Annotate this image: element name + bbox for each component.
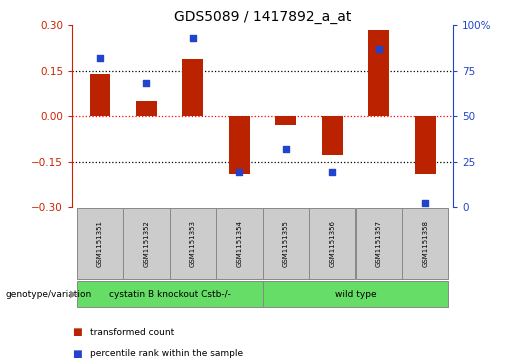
Text: cystatin B knockout Cstb-/-: cystatin B knockout Cstb-/- bbox=[109, 290, 231, 298]
Point bbox=[375, 46, 383, 52]
Text: wild type: wild type bbox=[335, 290, 376, 298]
FancyBboxPatch shape bbox=[124, 208, 169, 279]
FancyBboxPatch shape bbox=[170, 208, 216, 279]
Text: GSM1151355: GSM1151355 bbox=[283, 220, 289, 267]
Bar bbox=[229, 116, 250, 174]
Bar bbox=[182, 59, 203, 116]
Point bbox=[235, 170, 244, 175]
FancyBboxPatch shape bbox=[77, 281, 263, 307]
Text: GSM1151353: GSM1151353 bbox=[190, 220, 196, 267]
FancyBboxPatch shape bbox=[263, 281, 449, 307]
Text: GSM1151351: GSM1151351 bbox=[97, 220, 103, 267]
Text: ■: ■ bbox=[72, 349, 82, 359]
Text: GSM1151358: GSM1151358 bbox=[422, 220, 428, 267]
Bar bbox=[368, 30, 389, 116]
Text: ■: ■ bbox=[72, 327, 82, 337]
Text: genotype/variation: genotype/variation bbox=[5, 290, 91, 298]
Bar bbox=[322, 116, 343, 155]
Text: percentile rank within the sample: percentile rank within the sample bbox=[90, 350, 243, 358]
FancyBboxPatch shape bbox=[263, 208, 309, 279]
Text: GSM1151356: GSM1151356 bbox=[330, 220, 335, 267]
Bar bbox=[90, 74, 110, 116]
FancyBboxPatch shape bbox=[216, 208, 263, 279]
Point bbox=[189, 35, 197, 41]
FancyBboxPatch shape bbox=[77, 208, 123, 279]
FancyBboxPatch shape bbox=[310, 208, 355, 279]
Point bbox=[328, 170, 336, 175]
Bar bbox=[276, 116, 296, 125]
Text: GSM1151352: GSM1151352 bbox=[144, 220, 149, 267]
Point bbox=[282, 146, 290, 152]
Text: ▶: ▶ bbox=[70, 289, 77, 299]
Text: transformed count: transformed count bbox=[90, 328, 175, 337]
Text: GSM1151357: GSM1151357 bbox=[376, 220, 382, 267]
Text: GSM1151354: GSM1151354 bbox=[236, 220, 243, 267]
FancyBboxPatch shape bbox=[402, 208, 449, 279]
Bar bbox=[415, 116, 436, 174]
Point bbox=[421, 200, 430, 206]
Title: GDS5089 / 1417892_a_at: GDS5089 / 1417892_a_at bbox=[174, 11, 351, 24]
Bar bbox=[136, 101, 157, 116]
FancyBboxPatch shape bbox=[356, 208, 402, 279]
Point bbox=[96, 55, 104, 61]
Point bbox=[142, 81, 150, 86]
